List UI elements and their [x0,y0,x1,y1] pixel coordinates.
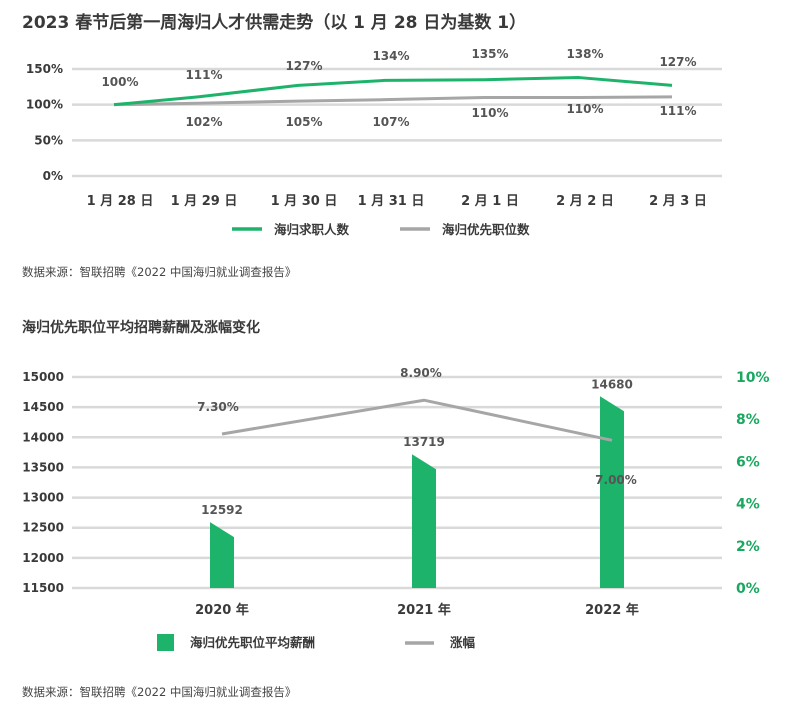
chart1-series-line-jobseekers [113,76,673,107]
chart2-growth-label: 7.00% [595,473,637,487]
chart2-y2-tick: 8% [736,412,760,428]
chart2-y-tick: 14500 [22,400,64,414]
chart1-data-label: 138% [566,47,603,61]
chart1-data-label: 111% [659,104,696,118]
chart2-y-tick: 11500 [22,581,64,595]
chart2-y2-tick: 6% [736,454,760,470]
chart1-y-tick: 0% [43,169,63,183]
chart2-y-tick: 12000 [22,551,64,565]
chart2-y-tick: 13500 [22,460,64,474]
chart1-legend-label: 海归优先职位数 [442,222,530,237]
chart2-x-tick: 2020 年 [195,602,249,618]
chart1-data-label: 105% [285,115,322,129]
chart1-data-label: 110% [471,106,508,120]
chart1-source: 数据来源：智联招聘《2022 中国海归就业调查报告》 [22,265,297,279]
chart2-x-tick: 2022 年 [585,602,639,618]
chart1-data-label: 111% [185,68,222,82]
chart1-y-tick: 100% [26,98,63,112]
chart1-data-label: 100% [101,75,138,89]
chart1-title: 2023 春节后第一周海归人才供需走势（以 1 月 28 日为基数 1） [22,13,527,33]
chart2-growth-label: 7.30% [197,400,239,414]
chart1-x-tick: 1 月 31 日 [358,194,425,209]
chart1-x-tick: 1 月 29 日 [171,194,238,209]
chart1-data-label: 134% [372,49,409,63]
chart2-y2-tick: 2% [736,539,760,555]
chart1-x-tick: 2 月 3 日 [649,194,707,209]
chart2-bar-label: 14680 [591,377,633,391]
chart2-bar-label: 13719 [403,435,445,449]
chart2-legend-label: 涨幅 [450,635,476,650]
chart2-y2-tick: 0% [736,581,760,597]
chart1-data-label: 110% [566,102,603,116]
chart2-y2-tick: 10% [736,370,770,386]
chart1-x-tick: 1 月 28 日 [87,194,154,209]
chart1-data-label: 127% [285,59,322,73]
chart2-y-tick: 13000 [22,491,64,505]
chart2-y-tick: 14000 [22,430,64,444]
chart1-data-label: 135% [471,47,508,61]
chart2-x-tick: 2021 年 [397,602,451,618]
chart2-y-tick: 12500 [22,521,64,535]
chart1-x-tick: 2 月 2 日 [556,194,614,209]
chart1-series-line-positions [113,95,673,107]
chart1-data-label: 102% [185,115,222,129]
chart2-bar [600,396,624,588]
chart1-y-tick: 50% [34,133,63,147]
chart2-source: 数据来源：智联招聘《2022 中国海归就业调查报告》 [22,685,297,699]
chart2-growth-line [221,398,613,442]
chart2-bar [412,454,436,588]
chart1-legend-label: 海归求职人数 [274,222,350,237]
chart2-legend-swatch [157,634,174,651]
chart2-bar-label: 12592 [201,503,243,517]
chart2-bar [210,522,234,588]
chart1-y-tick: 150% [26,62,63,76]
chart2-growth-label: 8.90% [400,366,442,380]
chart2-legend-label: 海归优先职位平均薪酬 [190,635,315,650]
chart2-y2-tick: 4% [736,497,760,513]
chart1-data-label: 127% [659,55,696,69]
chart2-y-tick: 15000 [22,370,64,384]
chart1-x-tick: 1 月 30 日 [271,194,338,209]
chart1-data-label: 107% [372,115,409,129]
chart1-x-tick: 2 月 1 日 [461,194,519,209]
chart2-title: 海归优先职位平均招聘薪酬及涨幅变化 [22,320,260,336]
